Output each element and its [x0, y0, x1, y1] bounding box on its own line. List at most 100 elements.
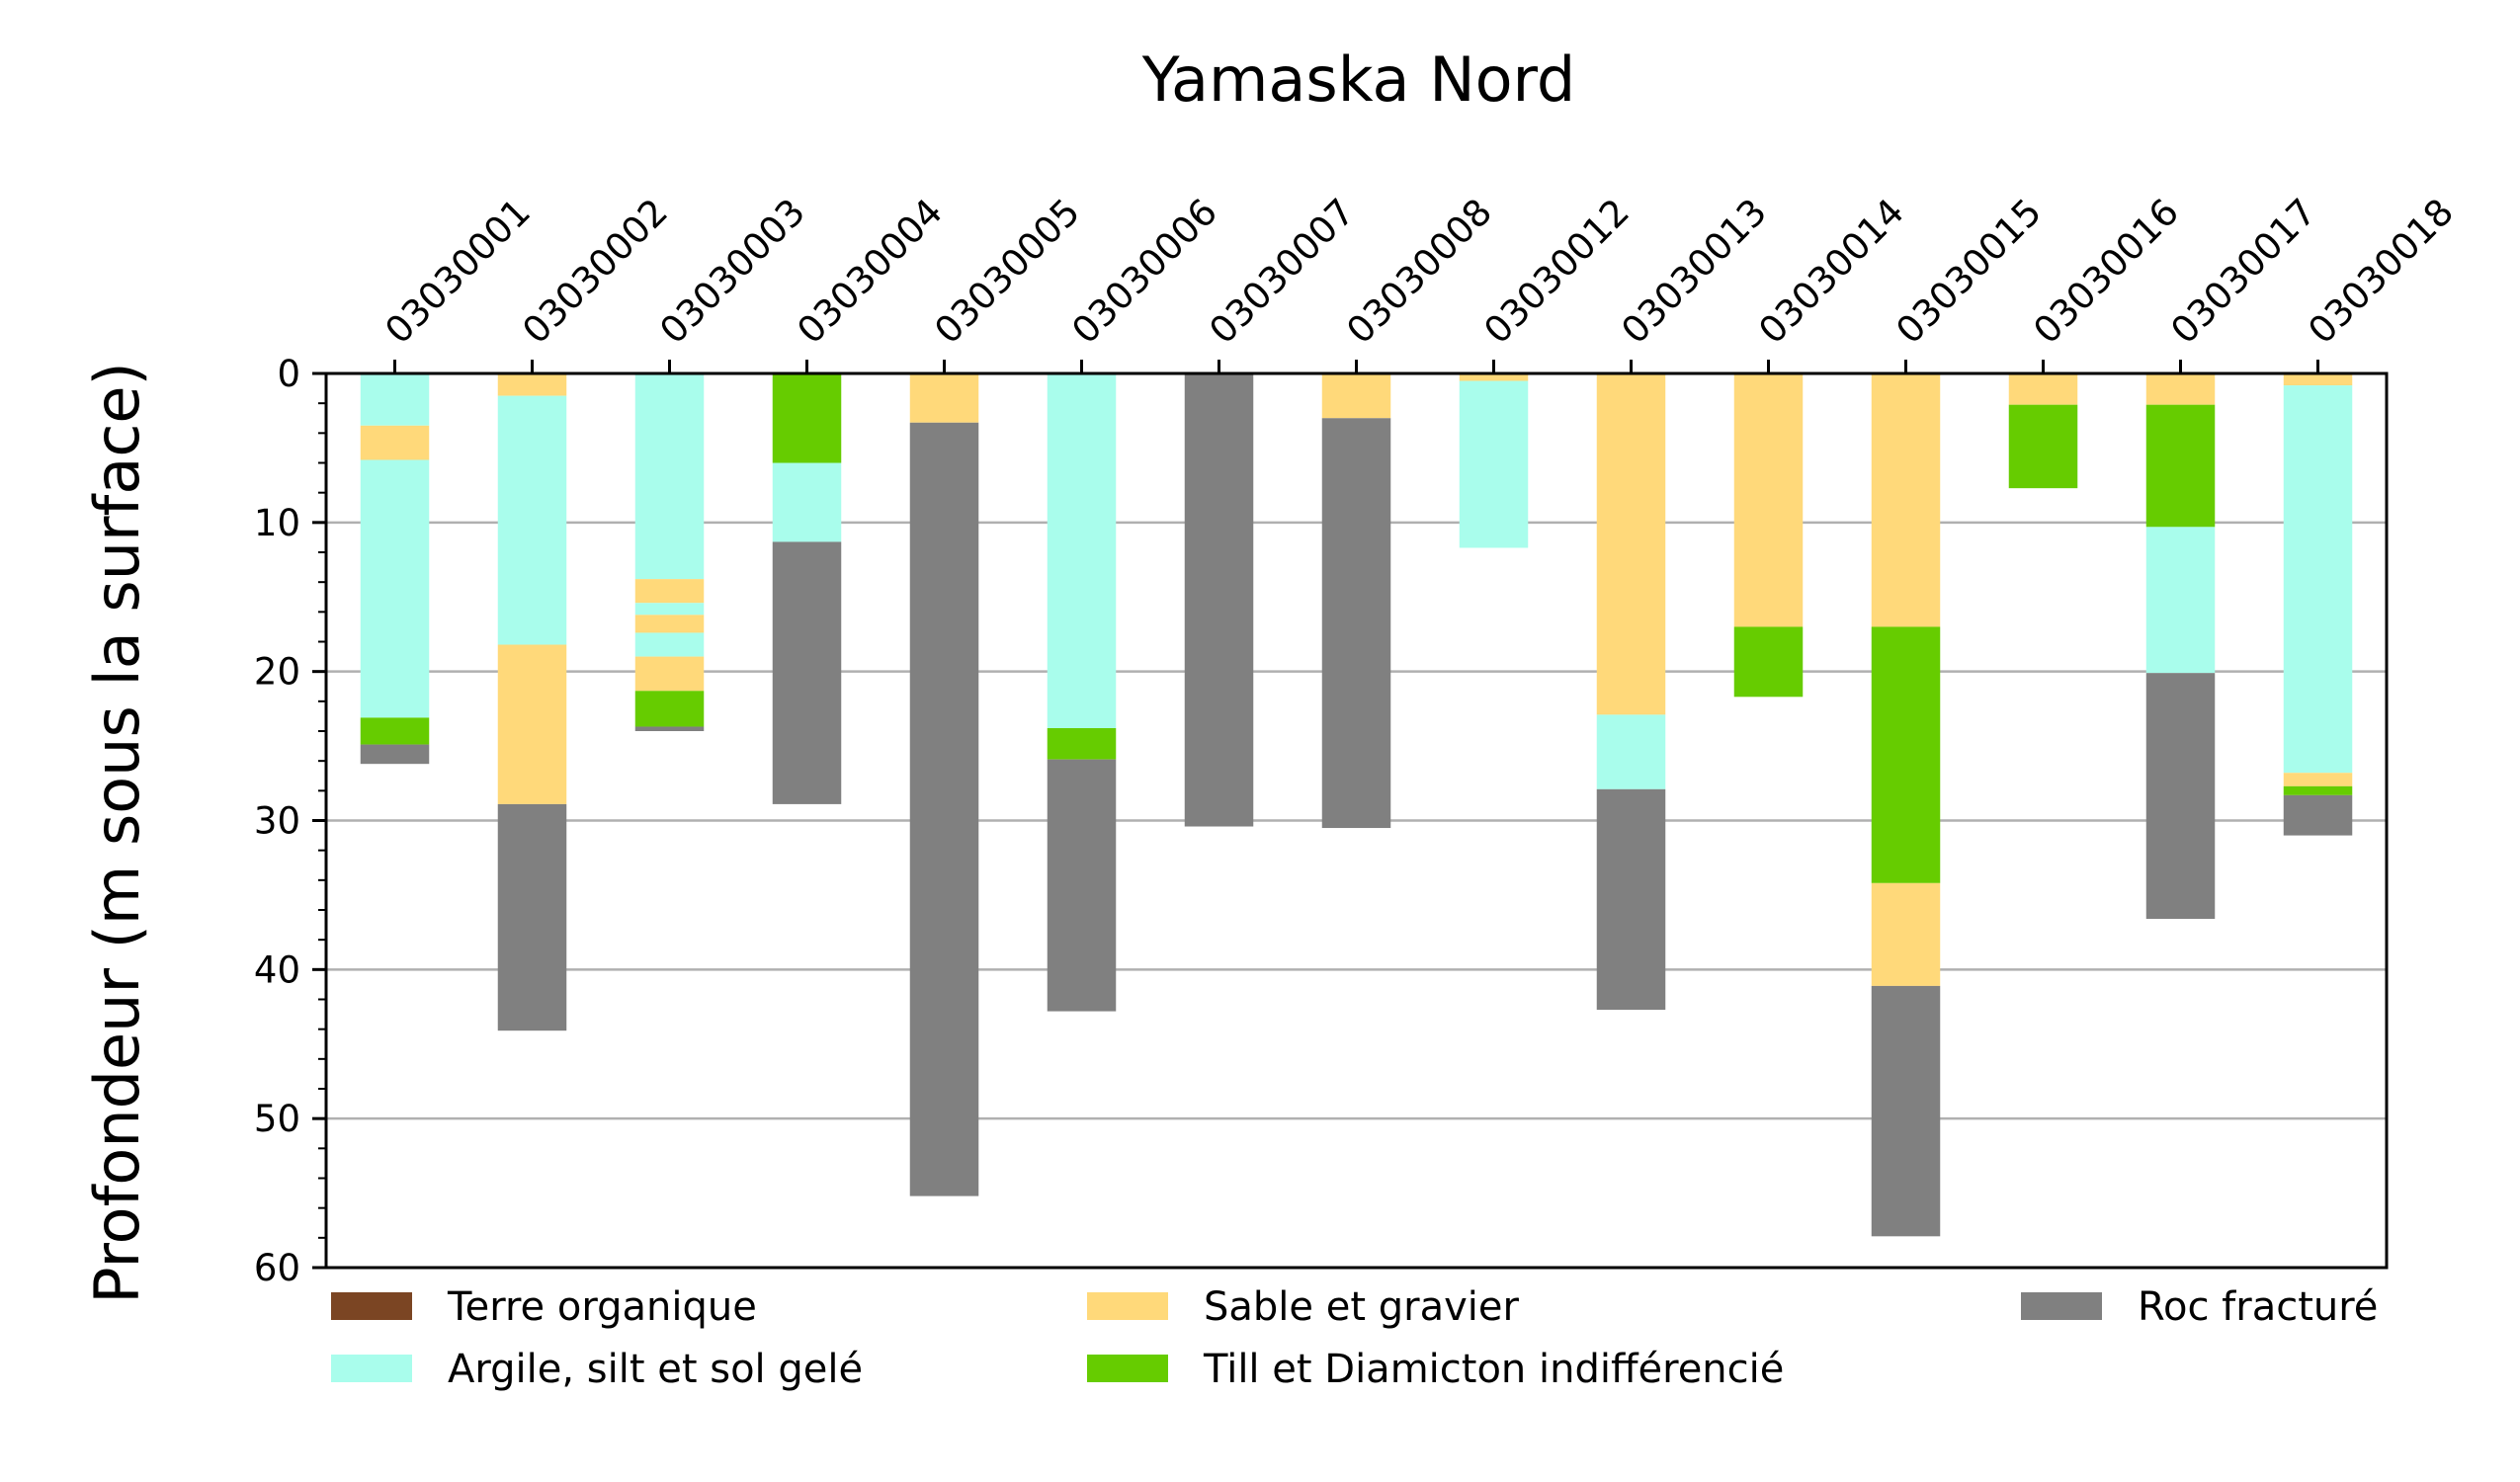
x-tick-label: 03030004 — [789, 191, 951, 353]
y-tick-label: 20 — [254, 651, 300, 694]
legend-label: Argile, silt et sol gelé — [448, 1347, 863, 1392]
well-bar-03030005 — [909, 373, 979, 1196]
layer-roc — [772, 541, 842, 804]
chart-title: Yamaska Nord — [1141, 43, 1576, 116]
layer-till — [2283, 785, 2353, 795]
x-tick-label: 03030018 — [2300, 191, 2462, 353]
layer-argile — [2145, 527, 2216, 674]
x-tick-label: 03030013 — [1613, 191, 1775, 353]
x-tick-label: 03030002 — [514, 191, 676, 353]
layer-till — [1047, 727, 1117, 760]
layer-argile — [634, 603, 705, 616]
layer-sable — [1871, 373, 1941, 627]
layer-sable — [2283, 373, 2353, 386]
legend-item-organique: Terre organique — [331, 1284, 757, 1330]
layer-sable — [360, 425, 430, 460]
layer-roc — [497, 803, 567, 1031]
legend: Terre organique Sable et gravier Roc fract… — [331, 1284, 2378, 1392]
well-bar-03030006 — [1047, 373, 1117, 1012]
x-tick-label: 03030006 — [1063, 191, 1225, 353]
legend-swatch — [331, 1355, 412, 1382]
layer-argile — [2283, 385, 2353, 774]
legend-swatch — [1087, 1292, 1168, 1320]
layer-sable — [909, 373, 979, 423]
legend-swatch — [1087, 1355, 1168, 1382]
layer-sable — [1459, 373, 1529, 381]
x-tick-label: 03030017 — [2162, 191, 2324, 353]
layer-sable — [497, 644, 567, 804]
layer-till — [634, 691, 705, 727]
legend-swatch — [331, 1292, 412, 1320]
y-axis-label: Profondeur (m sous la surface) — [81, 362, 153, 1304]
layer-argile — [634, 373, 705, 580]
well-bar-03030018 — [2283, 373, 2353, 836]
layer-sable — [1321, 373, 1391, 419]
layer-roc — [1321, 418, 1391, 829]
y-tick-label: 50 — [254, 1098, 300, 1140]
layer-roc — [1047, 759, 1117, 1012]
well-bar-03030014 — [1733, 373, 1804, 698]
legend-swatch — [2021, 1292, 2102, 1320]
layer-till — [1871, 626, 1941, 883]
well-bar-03030013 — [1596, 373, 1666, 1011]
layer-argile — [1047, 373, 1117, 728]
well-bar-03030002 — [497, 373, 567, 1031]
x-tick-label: 03030001 — [377, 191, 539, 353]
x-tick-label: 03030008 — [1338, 191, 1500, 353]
y-tick-label: 60 — [254, 1247, 300, 1289]
well-bar-03030004 — [772, 373, 842, 804]
layer-sable — [634, 579, 705, 604]
legend-label: Sable et gravier — [1204, 1284, 1519, 1330]
layer-roc — [1871, 985, 1941, 1237]
layer-argile — [772, 462, 842, 542]
x-tick-label: 03030012 — [1475, 191, 1638, 353]
y-tick-label: 40 — [254, 948, 300, 991]
well-bar-03030008 — [1321, 373, 1391, 829]
legend-item-roc: Roc fracturé — [2021, 1284, 2378, 1330]
layer-roc — [1184, 373, 1254, 827]
layer-sable — [2283, 773, 2353, 786]
layer-till — [772, 373, 842, 463]
layer-argile — [360, 459, 430, 718]
layer-roc — [2145, 673, 2216, 920]
layer-roc — [1596, 788, 1666, 1011]
layer-argile — [360, 373, 430, 426]
y-tick-label: 0 — [277, 353, 300, 395]
layer-till — [2145, 404, 2216, 528]
layer-argile — [1459, 380, 1529, 548]
well-bar-03030007 — [1184, 373, 1254, 827]
well-bar-03030015 — [1871, 373, 1941, 1237]
x-tick-label: 03030016 — [2025, 191, 2187, 353]
well-bar-03030017 — [2145, 373, 2216, 920]
y-tick-label: 30 — [254, 800, 300, 843]
layer-sable — [2008, 373, 2078, 405]
layer-sable — [497, 373, 567, 396]
layer-argile — [634, 632, 705, 657]
well-bar-03030012 — [1459, 373, 1529, 548]
well-bar-03030016 — [2008, 373, 2078, 489]
x-tick-label: 03030015 — [1888, 191, 2050, 353]
layer-sable — [1596, 373, 1666, 715]
legend-label: Till et Diamicton indifférencié — [1203, 1347, 1784, 1392]
layer-sable — [1733, 373, 1804, 627]
well-bar-03030003 — [634, 373, 705, 731]
legend-item-argile: Argile, silt et sol gelé — [331, 1347, 863, 1392]
layer-sable — [634, 656, 705, 692]
legend-item-till: Till et Diamicton indifférencié — [1087, 1347, 1784, 1392]
x-tick-label: 03030005 — [926, 191, 1088, 353]
legend-label: Roc fracturé — [2138, 1284, 2378, 1330]
legend-item-sable: Sable et gravier — [1087, 1284, 1519, 1330]
layer-roc — [360, 744, 430, 765]
x-tick-label: 03030007 — [1201, 191, 1363, 353]
layer-roc — [2283, 794, 2353, 836]
layer-sable — [634, 615, 705, 633]
layer-roc — [634, 726, 705, 731]
layer-argile — [497, 395, 567, 645]
legend-label: Terre organique — [447, 1284, 757, 1330]
layer-argile — [1596, 714, 1666, 789]
x-tick-label: 03030003 — [651, 191, 813, 353]
layer-sable — [1871, 882, 1941, 986]
well-bar-03030001 — [360, 373, 430, 765]
layer-sable — [2145, 373, 2216, 405]
